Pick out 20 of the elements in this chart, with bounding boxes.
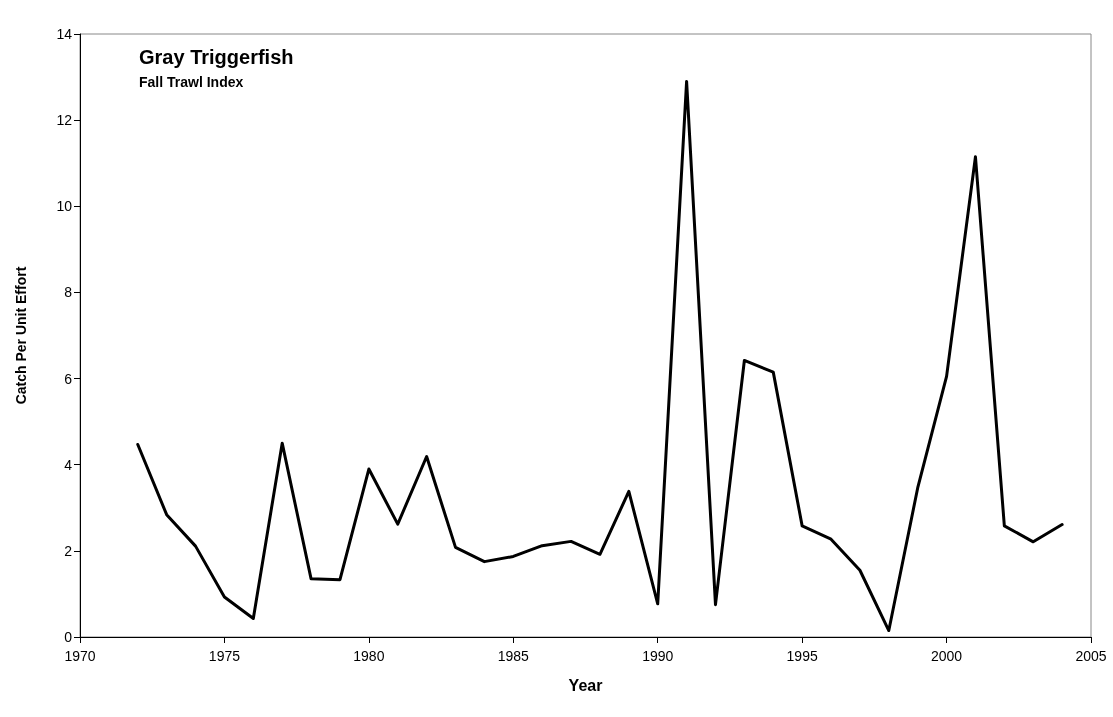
x-tick-label: 1980 [353,648,385,664]
y-tick-label: 10 [56,198,73,215]
x-tick-label: 2000 [930,648,963,664]
x-tick-label: 1995 [786,648,818,664]
x-axis-title: Year [568,676,603,694]
y-tick-label: 8 [64,284,73,301]
y-tick-label: 4 [64,456,73,473]
text: Gray Triggerfish [139,46,294,68]
text: Fall Trawl Index [139,74,244,90]
y-tick-label: 12 [56,112,73,129]
y-tick-label: 0 [64,629,73,645]
x-tick-label: 2005 [1075,648,1107,664]
x-tick-label: 1975 [208,648,241,664]
y-tick-label: 2 [64,542,73,559]
x-tick-label: 1990 [642,648,674,664]
x-tick-label: 1970 [64,648,96,664]
y-tick-label: 14 [56,26,73,42]
x-tick-label: 1985 [497,648,530,664]
y-axis-title: Catch Per Unit Effort [13,266,29,405]
y-tick-label: 6 [64,370,73,387]
